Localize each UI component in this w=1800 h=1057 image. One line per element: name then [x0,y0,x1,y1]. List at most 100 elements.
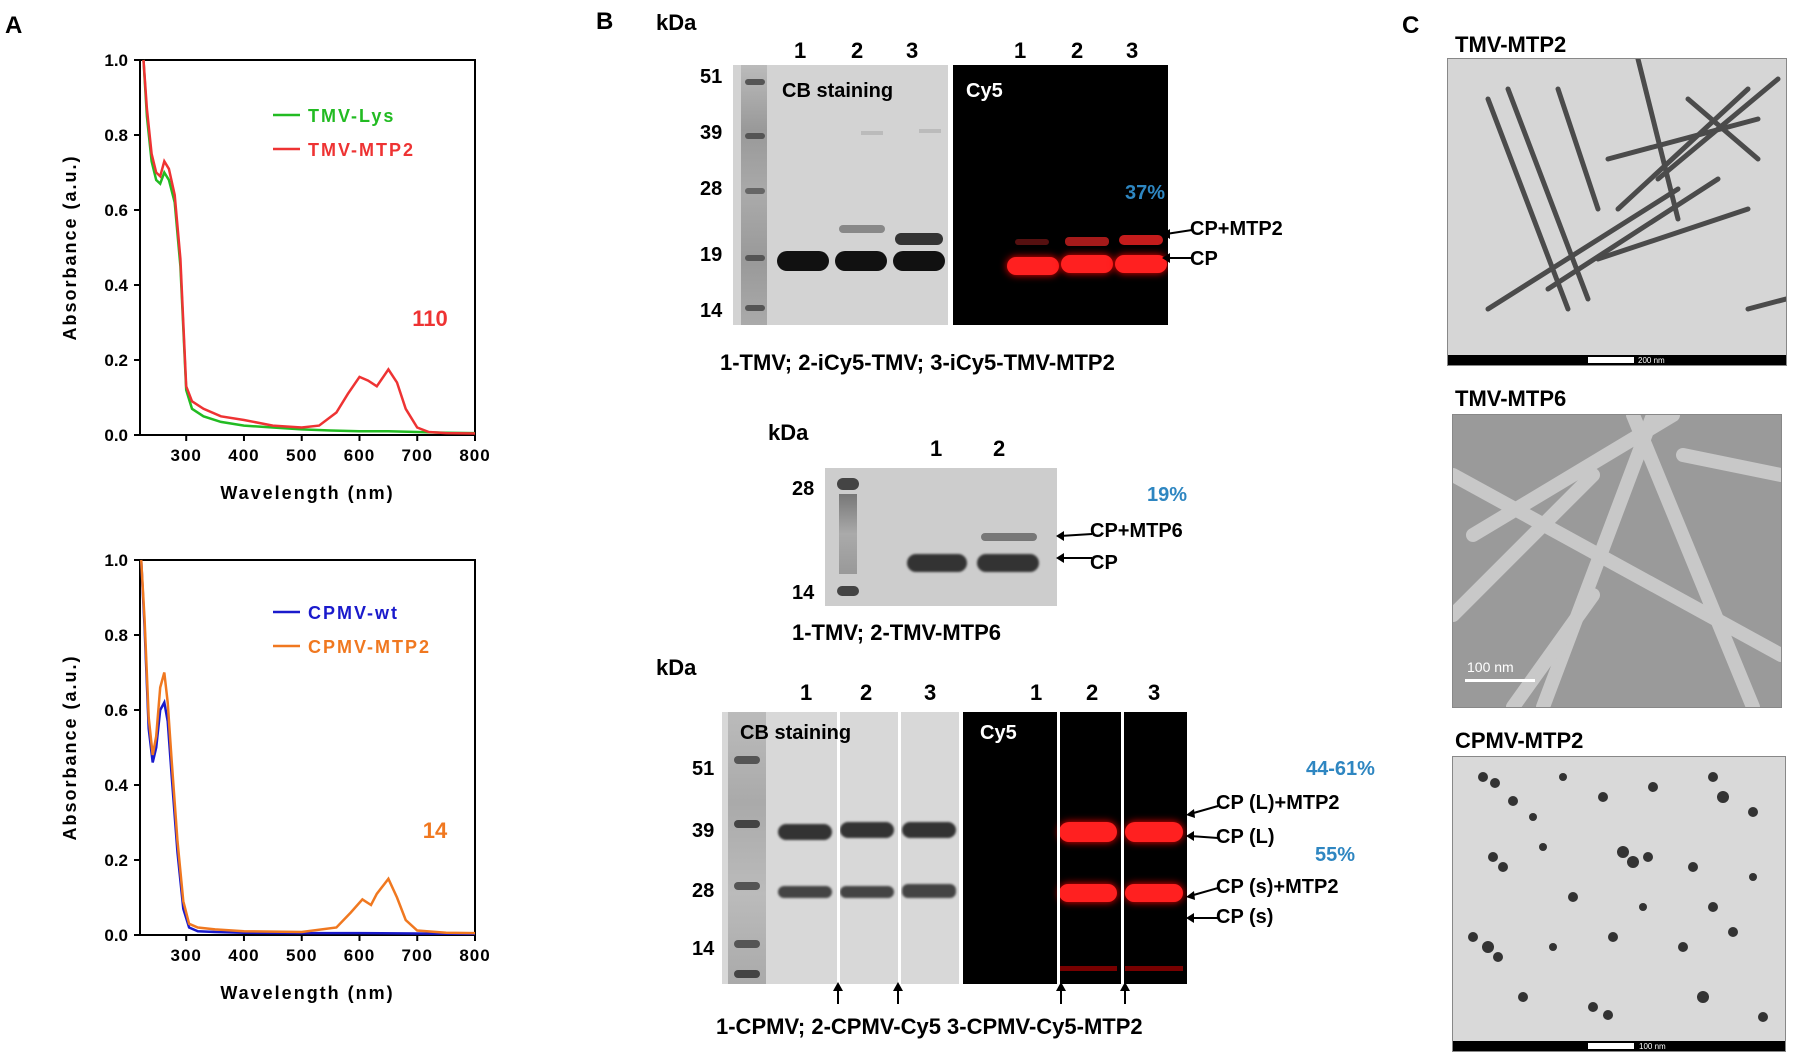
y-tick-label: 0.0 [104,926,128,945]
gel2-arrows [1056,531,1093,563]
gel3-band-s: CP (s) [1216,906,1274,928]
em-label-tmv-mtp6: TMV-MTP6 [1455,386,1567,411]
absorbance-chart-tmv: 0.0 0.2 0.4 0.6 0.8 1.0 300 400 500 600 700 800 Wave… [60,51,490,503]
em-image-cpmv-mtp2: 100 nm [1452,756,1786,1052]
gel3-lane-markers [833,982,1130,1004]
em-scale-3: 100 nm [1639,1042,1666,1051]
peak-annotation: 110 [412,306,448,331]
gel1-band-lower-label: CP [1190,248,1218,270]
gel1-caption: 1-TMV; 2-iCy5-TMV; 3-iCy5-TMV-MTP2 [720,350,1115,375]
x-tick-label: 300 [171,946,202,965]
gel3-cy5-label: Cy5 [980,722,1017,744]
gel1-lane-3: 3 [906,38,919,63]
gel3-lane-3: 3 [924,680,937,705]
x-tick-label: 800 [459,946,490,965]
gel3-percent-large: 44-61% [1306,758,1375,780]
gel1-cy5-label: Cy5 [966,80,1003,102]
x-tick-label: 600 [344,446,375,465]
x-tick-label: 700 [402,446,433,465]
y-tick-label: 0.6 [104,701,128,720]
series-line-tmv-lys [142,59,476,435]
gel3-cb-label: CB staining [740,722,852,744]
y-tick-label: 0.4 [104,776,128,795]
panel-label-a: A [5,12,23,39]
peak-annotation: 14 [423,818,448,843]
y-axis-label: Absorbance (a.u.) [60,154,80,340]
x-tick-label: 500 [286,446,317,465]
gel3-cy5-lane-1: 1 [1030,680,1043,705]
em-label-tmv-mtp2: TMV-MTP2 [1455,32,1567,57]
series-line-cpmv-mtp2 [139,559,476,935]
em-scale-1: 200 nm [1638,356,1665,365]
y-tick-label: 1.0 [104,551,128,570]
gel1-cy5-lane-1: 1 [1014,38,1027,63]
gel3-caption: 1-CPMV; 2-CPMV-Cy5 3-CPMV-Cy5-MTP2 [716,1014,1143,1039]
em-scale-2: 100 nm [1467,659,1514,675]
gel3-band-s-mtp2: CP (s)+MTP2 [1216,876,1339,898]
gel3-lane-1: 1 [800,680,813,705]
y-tick-label: 0.6 [104,201,128,220]
y-tick-label: 0.4 [104,276,128,295]
gel3-cy5-lane-3: 3 [1148,680,1161,705]
x-tick-label: 400 [228,446,259,465]
panel-label-c: C [1402,12,1420,39]
plot-frame [139,559,476,936]
gel3-band-l-mtp2: CP (L)+MTP2 [1216,792,1340,814]
gel2-band-upper-label: CP+MTP6 [1090,520,1183,542]
em-image-tmv-mtp6: 100 nm [1452,414,1782,708]
y-tick-label: 0.8 [104,626,128,645]
x-tick-label: 300 [171,446,202,465]
gel3-kda-label: kDa [656,655,697,680]
gel3-band-arrows [1186,805,1219,923]
gel1-marker-19: 19 [700,244,723,266]
gel2-lane-1: 1 [930,436,943,461]
gel3-cy5-lane-2: 2 [1086,680,1099,705]
panel-label-b: B [596,8,614,35]
gel3-band-l: CP (L) [1216,826,1275,848]
y-tick-label: 0.2 [104,351,128,370]
absorbance-chart-cpmv: 0.0 0.2 0.4 0.6 0.8 1.0 300 400 500 600 700 800 Wave… [60,551,490,1003]
y-tick-label: 0.8 [104,126,128,145]
gel2-lane-2: 2 [993,436,1006,461]
gel1-cb-label: CB staining [782,80,894,102]
gel1-marker-39: 39 [700,122,723,144]
series-line-tmv-mtp2 [142,59,476,435]
em-label-cpmv-mtp2: CPMV-MTP2 [1455,728,1584,753]
x-tick-label: 600 [344,946,375,965]
legend-label: TMV-Lys [308,106,395,126]
x-tick-label: 800 [459,446,490,465]
x-axis-label: Wavelength (nm) [220,483,394,503]
gel3-lane-2: 2 [860,680,873,705]
plot-frame [139,59,476,436]
gel3-percent-small: 55% [1315,844,1356,866]
gel2-percent: 19% [1147,484,1188,506]
x-tick-label: 500 [286,946,317,965]
gel2-image [825,468,1057,606]
em-image-tmv-mtp2: 200 nm [1447,58,1787,366]
gel2-marker-14: 14 [792,582,815,604]
gel1-kda-label: kDa [656,10,697,35]
gel1-lane-2: 2 [851,38,864,63]
gel1-arrows [1162,229,1193,263]
gel2-caption: 1-TMV; 2-TMV-MTP6 [792,620,1002,645]
gel1-marker-51: 51 [700,66,723,88]
y-tick-label: 0.2 [104,851,128,870]
x-tick-label: 700 [402,946,433,965]
gel1-percent: 37% [1125,182,1166,204]
gel1-band-upper-label: CP+MTP2 [1190,218,1283,240]
gel3-marker-14: 14 [692,938,715,960]
y-tick-label: 0.0 [104,426,128,445]
x-axis-label: Wavelength (nm) [220,983,394,1003]
y-axis-label: Absorbance (a.u.) [60,654,80,840]
legend-label: CPMV-MTP2 [308,637,431,657]
gel3-cy5-image [963,712,1187,984]
legend-label: CPMV-wt [308,603,399,623]
gel3-marker-28: 28 [692,880,715,902]
y-tick-label: 1.0 [104,51,128,70]
gel1-cy5-image [953,65,1168,325]
gel1-cb-stain [733,65,948,325]
x-tick-label: 400 [228,946,259,965]
gel3-cb-stain [722,712,959,984]
gel1-cy5-lane-2: 2 [1071,38,1084,63]
gel1-marker-28: 28 [700,178,723,200]
